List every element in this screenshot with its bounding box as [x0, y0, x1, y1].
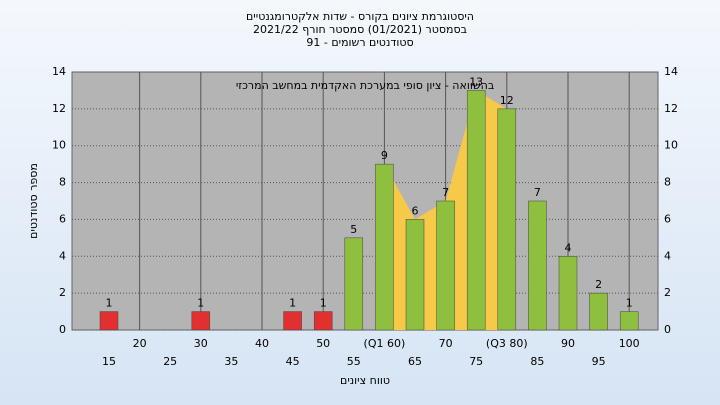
bar	[619, 311, 639, 331]
annotation: בהשוואה - ציון סופי במערכת האקדמית במחשב…	[236, 79, 494, 92]
value-label: 1	[626, 297, 633, 310]
x-tick-label: 50	[316, 337, 330, 350]
y-tick-label: 2	[59, 286, 66, 299]
x-tick-label: 45	[286, 355, 300, 368]
x-tick-label: 20	[133, 337, 147, 350]
bar	[558, 256, 578, 331]
x-tick-label: 35	[224, 355, 238, 368]
bar	[436, 200, 455, 331]
x-tick-label: 95	[592, 355, 606, 368]
x-axis-title: טווח ציונים	[340, 374, 390, 387]
bar	[344, 237, 364, 331]
x-tick-label: 30	[194, 337, 208, 350]
x-tick-label: 70	[439, 337, 453, 350]
y2-tick-label: 8	[664, 176, 671, 189]
bar	[497, 108, 517, 331]
x-tick-label: (Q1 60)	[364, 337, 406, 350]
y2-tick-label: 10	[664, 139, 678, 152]
bar	[589, 292, 608, 331]
x-tick-label: 75	[469, 355, 483, 368]
title-line: בסמסטר (01/2021) סמסטר חורף 2021/22	[253, 23, 467, 36]
y-tick-label: 4	[59, 249, 66, 262]
value-label: 12	[500, 94, 514, 107]
value-label: 4	[565, 241, 572, 254]
y-tick-label: 10	[52, 139, 66, 152]
x-tick-label: (Q3 80)	[486, 337, 528, 350]
bar	[191, 311, 211, 331]
x-tick-label: 85	[530, 355, 544, 368]
value-label: 13	[469, 75, 483, 88]
y-tick-label: 8	[59, 176, 66, 189]
y-tick-label: 12	[52, 102, 66, 115]
y2-tick-label: 4	[664, 249, 671, 262]
y2-tick-label: 6	[664, 212, 671, 225]
value-label: 1	[320, 297, 327, 310]
value-label: 1	[106, 297, 113, 310]
value-label: 9	[381, 149, 388, 162]
bar	[528, 200, 547, 331]
x-tick-label: 90	[561, 337, 575, 350]
x-tick-label: 15	[102, 355, 116, 368]
title-line: סטודנטים רשומים - 91	[306, 36, 413, 49]
x-tick-label: 65	[408, 355, 422, 368]
y2-tick-label: 2	[664, 286, 671, 299]
x-tick-label: 55	[347, 355, 361, 368]
x-tick-label: 100	[619, 337, 640, 350]
y-tick-label: 6	[59, 212, 66, 225]
title-line: היסטוגרמת ציונים בקורס - שדות אלקטרומגנט…	[246, 10, 474, 23]
bar	[375, 163, 394, 331]
bar	[466, 90, 486, 331]
x-tick-label: 40	[255, 337, 269, 350]
bar	[405, 219, 425, 331]
y2-tick-label: 0	[664, 323, 671, 336]
bar	[283, 311, 302, 331]
value-label: 7	[442, 186, 449, 199]
bar	[313, 311, 333, 331]
value-label: 5	[350, 223, 357, 236]
value-label: 7	[534, 186, 541, 199]
bar	[99, 311, 119, 331]
value-label: 1	[289, 297, 296, 310]
x-tick-label: 25	[163, 355, 177, 368]
value-label: 2	[595, 278, 602, 291]
y-tick-label: 14	[52, 65, 66, 78]
y-axis-title: מספר סטודנטים	[27, 163, 40, 239]
y2-tick-label: 14	[664, 65, 678, 78]
y-tick-label: 0	[59, 323, 66, 336]
value-label: 6	[412, 204, 419, 217]
y2-tick-label: 12	[664, 102, 678, 115]
value-label: 1	[197, 297, 204, 310]
